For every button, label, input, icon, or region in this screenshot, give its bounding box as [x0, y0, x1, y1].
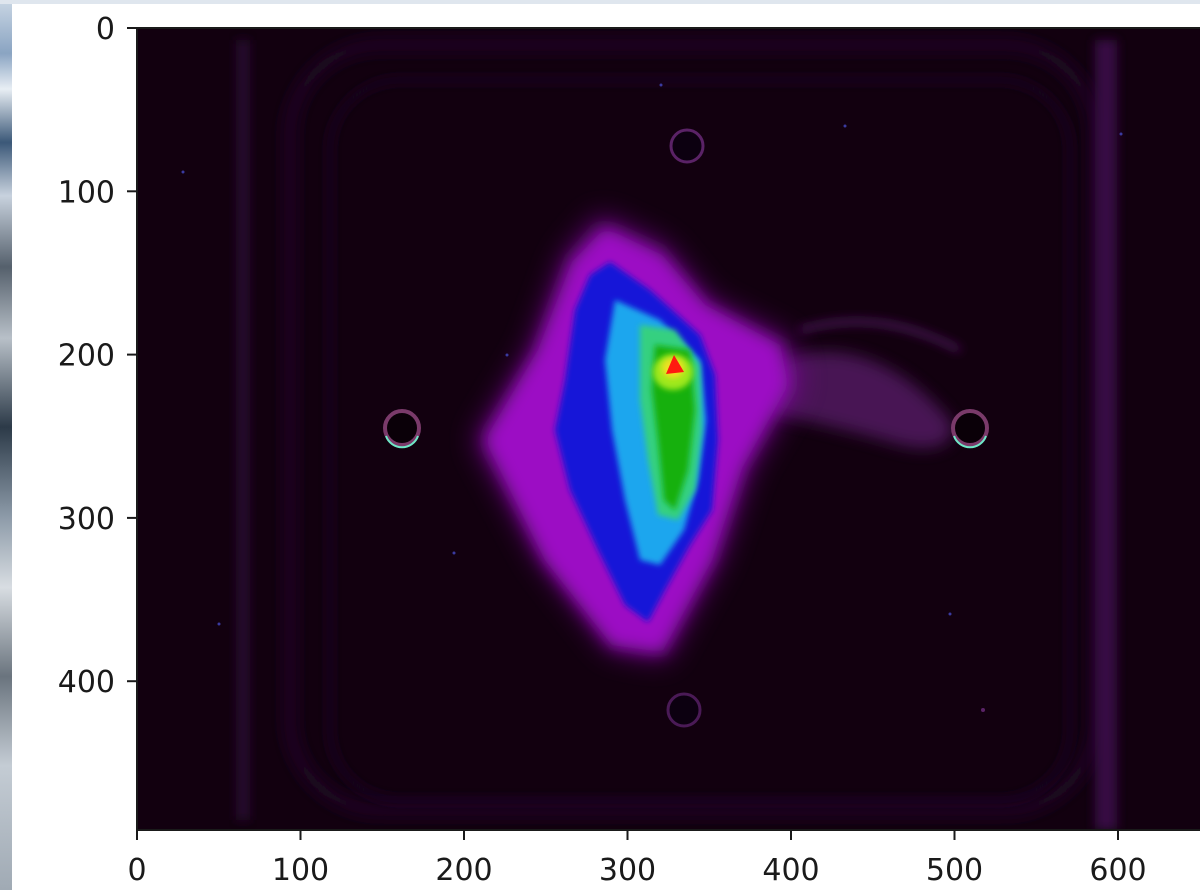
- background-top-strip: [0, 0, 1200, 4]
- x-tick-label: 500: [926, 853, 983, 888]
- x-tick-label: 100: [272, 853, 329, 888]
- y-tick-label: 200: [58, 339, 115, 374]
- frame-left-edge: [236, 40, 250, 820]
- plot-area: [137, 28, 1200, 830]
- noise-specks: [181, 83, 1123, 712]
- plume-tail: [760, 351, 953, 449]
- mount-hole-top: [669, 128, 705, 164]
- x-tick-label: 0: [127, 853, 146, 888]
- y-tick-label: 100: [58, 175, 115, 210]
- x-tick-label: 200: [435, 853, 492, 888]
- mount-hole-right: [951, 409, 989, 449]
- y-tick-label: 400: [58, 665, 115, 700]
- heat-hot-spot: [666, 355, 684, 374]
- frame-right-edge: [1095, 40, 1117, 830]
- y-axis-ticks: 0 100 200 300 400: [58, 12, 137, 700]
- plume-streak: [799, 318, 962, 353]
- background-desktop-strip: [0, 0, 12, 890]
- mount-hole-bottom: [666, 692, 702, 728]
- frame-inner-edge: [327, 77, 1073, 803]
- mount-hole-left: [383, 409, 421, 449]
- x-tick-label: 400: [762, 853, 819, 888]
- y-tick-label: 300: [58, 502, 115, 537]
- x-axis-ticks: 0 100 200 300 400 500 600: [127, 830, 1147, 888]
- x-tick-label: 300: [599, 853, 656, 888]
- y-tick-label: 0: [96, 12, 115, 47]
- x-tick-label: 600: [1089, 853, 1146, 888]
